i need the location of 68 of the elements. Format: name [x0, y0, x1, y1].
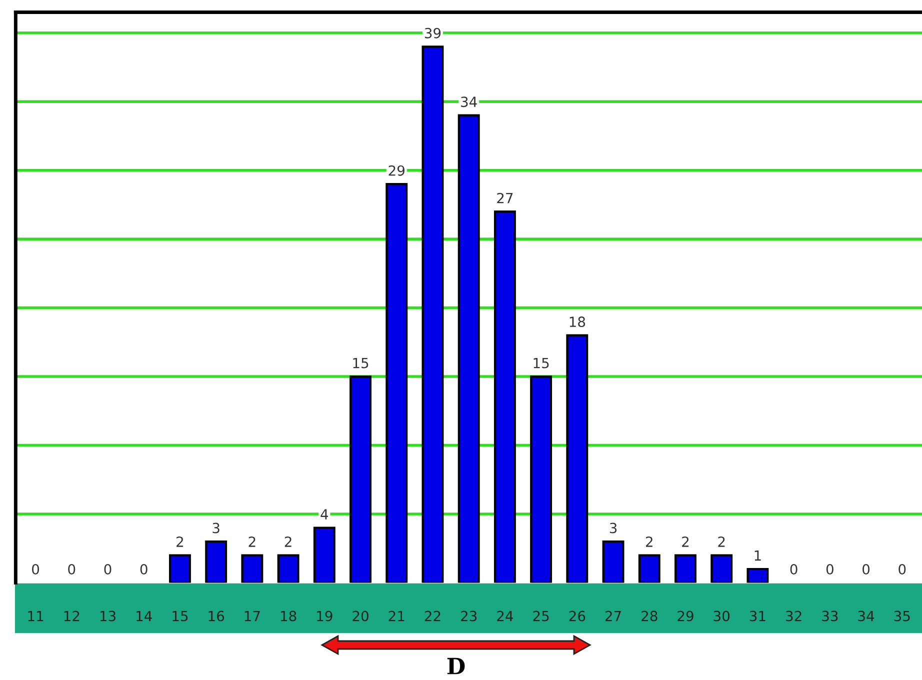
x-tick-label: 17 [244, 610, 260, 622]
x-tick-label: 21 [388, 610, 404, 622]
data-label: 2 [248, 536, 256, 547]
x-tick-label: 31 [750, 610, 766, 622]
x-tick-label: 25 [533, 610, 549, 622]
data-label: 0 [862, 564, 870, 575]
x-tick-label: 34 [858, 610, 874, 622]
data-label: 27 [497, 192, 513, 204]
x-tick-label: 12 [64, 610, 80, 622]
data-label: 29 [388, 165, 404, 176]
data-label: 4 [320, 509, 328, 520]
data-label: 2 [176, 536, 183, 547]
x-tick-label: 29 [678, 610, 694, 622]
bar [674, 554, 696, 583]
bar [530, 376, 552, 583]
bar [746, 568, 769, 583]
data-label: 1 [754, 550, 761, 561]
x-tick-label: 32 [786, 610, 802, 622]
bar [168, 554, 191, 583]
data-label: 0 [790, 564, 798, 575]
x-tick-label: 26 [569, 610, 586, 622]
bar [422, 46, 444, 583]
data-label: 3 [610, 522, 617, 534]
x-tick-label: 19 [317, 610, 332, 622]
data-label: 0 [68, 564, 76, 575]
x-tick-label: 22 [424, 610, 440, 622]
x-tick-label: 14 [136, 610, 152, 622]
text: D [447, 658, 465, 674]
x-tick-label: 13 [100, 610, 116, 622]
data-label: 18 [570, 316, 586, 328]
x-tick-label: 35 [894, 610, 910, 622]
bar [638, 554, 660, 583]
data-label: 39 [424, 28, 441, 38]
x-tick-label: 23 [461, 610, 477, 622]
bar [458, 114, 480, 583]
data-label: 2 [718, 536, 725, 547]
bar [241, 554, 264, 583]
data-label: 15 [534, 358, 549, 368]
bar [313, 526, 336, 583]
bar [277, 554, 300, 583]
data-label: 2 [284, 536, 292, 547]
bar [205, 540, 228, 583]
bar [386, 183, 408, 583]
bar [494, 210, 516, 583]
bar [710, 554, 733, 583]
data-label: 0 [898, 564, 906, 575]
x-tick-label: 11 [28, 610, 44, 622]
x-tick-label: 27 [605, 610, 621, 622]
data-label: 15 [353, 358, 368, 368]
data-label: 2 [646, 536, 652, 547]
x-tick-label: 15 [172, 610, 188, 622]
data-label: 3 [212, 522, 220, 534]
data-label: 0 [140, 564, 148, 575]
bar [350, 376, 372, 583]
x-tick-label: 20 [352, 610, 368, 622]
data-label: 34 [461, 96, 477, 108]
bar [566, 334, 588, 583]
x-tick-label: 16 [208, 610, 224, 622]
data-label: 0 [826, 564, 834, 575]
data-label: 0 [32, 564, 40, 575]
x-tick-label: 28 [642, 610, 658, 622]
x-tick-label: 30 [714, 610, 730, 622]
bar [602, 540, 624, 583]
x-tick-label: 33 [822, 610, 838, 622]
data-label: 2 [682, 536, 689, 547]
x-tick-label: 24 [497, 610, 514, 622]
x-tick-label: 18 [280, 610, 296, 622]
data-label: 0 [104, 564, 112, 575]
